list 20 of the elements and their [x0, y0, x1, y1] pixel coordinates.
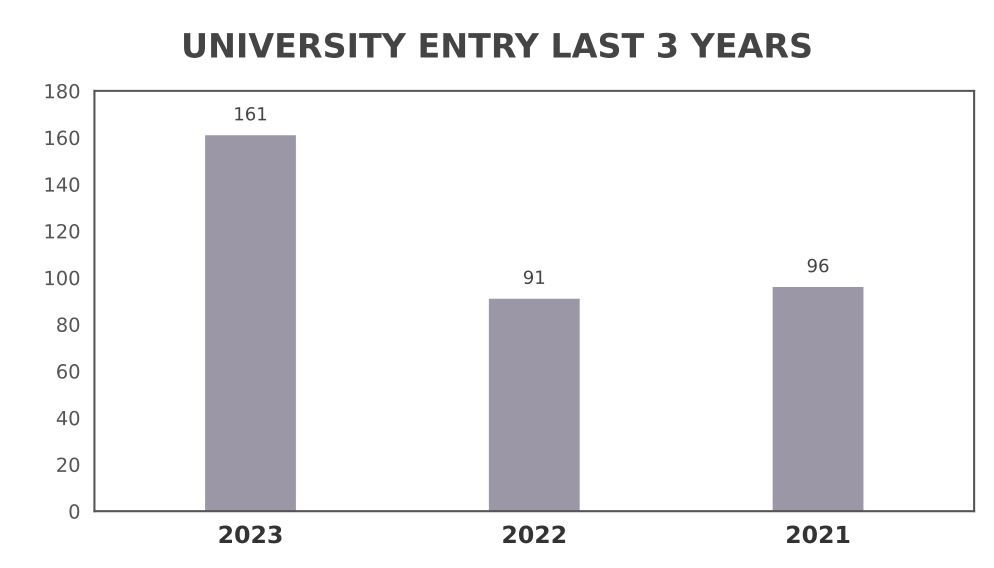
- y-tick-label: 40: [56, 410, 80, 426]
- y-tick-label: 160: [46, 130, 80, 146]
- data-label: 96: [808, 258, 828, 272]
- y-tick-label: 0: [69, 504, 80, 519]
- data-label: 161: [235, 106, 266, 121]
- chart-title: UNIVERSITY ENTRY LAST 3 YEARS: [184, 32, 811, 58]
- y-tick-label: 120: [46, 224, 80, 239]
- x-tick-label: 2021: [787, 526, 850, 544]
- y-tick-label: 20: [57, 457, 80, 472]
- bar: [205, 135, 296, 512]
- y-tick-label: 60: [57, 364, 80, 379]
- x-tick-label: 2022: [503, 526, 566, 544]
- y-tick-label: 80: [57, 317, 80, 332]
- y-tick-label: 100: [46, 270, 80, 286]
- x-tick-label: 2023: [220, 526, 282, 544]
- y-tick-label: 140: [46, 177, 80, 192]
- bar: [772, 287, 864, 512]
- data-label: 91: [524, 270, 544, 284]
- y-tick-label: 180: [46, 84, 80, 99]
- bar: [488, 298, 580, 512]
